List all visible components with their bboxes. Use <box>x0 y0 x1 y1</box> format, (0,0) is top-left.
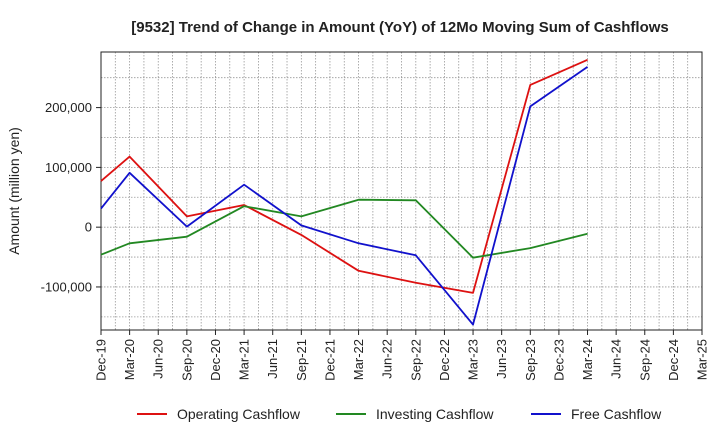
x-tick-label: Sep-21 <box>294 339 309 381</box>
plot-area <box>100 51 703 331</box>
x-tick-label: Dec-23 <box>551 339 566 381</box>
series-line-investing-cashflow <box>100 198 588 259</box>
x-tick-label: Dec-22 <box>437 339 452 381</box>
legend-label: Operating Cashflow <box>177 406 301 422</box>
x-tick-label: Sep-20 <box>179 339 194 381</box>
x-tick-label: Mar-25 <box>695 339 710 380</box>
legend-label: Free Cashflow <box>571 406 662 422</box>
x-tick-label: Jun-20 <box>151 339 166 379</box>
grid <box>100 52 703 330</box>
y-tick-label: -100,000 <box>41 279 92 294</box>
x-tick-label: Mar-20 <box>122 339 137 380</box>
x-tick-label: Mar-22 <box>351 339 366 380</box>
x-tick-label: Mar-21 <box>237 339 252 380</box>
series-line-free-cashflow <box>100 66 589 326</box>
x-tick-label: Jun-24 <box>609 339 624 379</box>
y-tick-label: 0 <box>85 220 92 235</box>
x-tick-label: Dec-21 <box>322 339 337 381</box>
x-tick-label: Sep-23 <box>523 339 538 381</box>
x-tick-label: Sep-22 <box>408 339 423 381</box>
x-tick-label: Jun-22 <box>380 339 395 379</box>
x-tick-label: Jun-23 <box>494 339 509 379</box>
x-tick-label: Sep-24 <box>637 339 652 381</box>
x-tick-label: Mar-23 <box>466 339 481 380</box>
series-lines <box>100 58 589 326</box>
y-axis-ticks: -100,000 0 100,000 200,000 <box>41 100 101 294</box>
x-tick-label: Dec-19 <box>94 339 109 381</box>
y-axis-label: Amount (million yen) <box>6 127 22 255</box>
x-tick-label: Dec-24 <box>666 339 681 381</box>
y-tick-label: 200,000 <box>45 100 92 115</box>
x-tick-label: Mar-24 <box>580 339 595 380</box>
x-tick-label: Dec-20 <box>208 339 223 381</box>
chart-title: [9532] Trend of Change in Amount (YoY) o… <box>131 19 669 36</box>
legend-label: Investing Cashflow <box>376 406 494 422</box>
x-tick-label: Jun-21 <box>265 339 280 379</box>
legend: Operating Cashflow Investing Cashflow Free… <box>137 406 662 422</box>
x-axis-ticks: Dec-19 Mar-20 Jun-20 Sep-20 Dec-20 Mar-21 Jun-… <box>94 330 710 381</box>
series-line-operating-cashflow <box>100 58 588 294</box>
y-tick-label: 100,000 <box>45 160 92 175</box>
